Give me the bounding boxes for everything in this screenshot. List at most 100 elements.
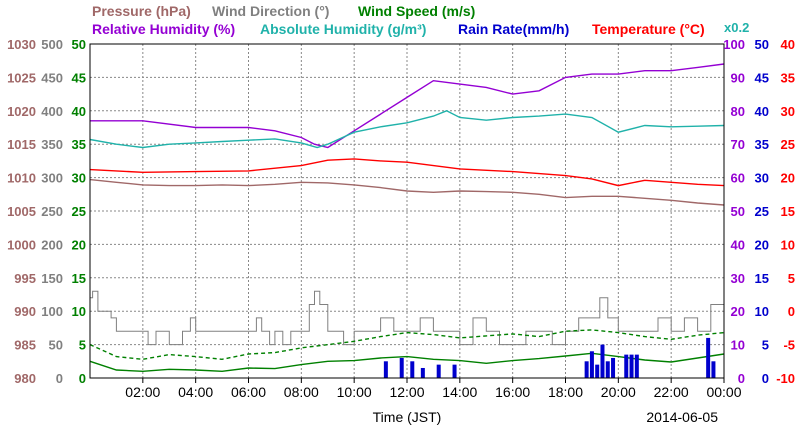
pressure-tick-label: 980 (14, 371, 36, 386)
temperature-tick-label: -10 (776, 371, 795, 386)
wind-direction-tick-label: 50 (49, 338, 63, 353)
rain-rate-tick-label: 35 (755, 137, 769, 152)
x-tick-label: 14:00 (442, 384, 477, 400)
wind-direction-tick-label: 400 (41, 104, 63, 119)
temperature-tick-label: 15 (781, 204, 795, 219)
legend-rain-rate: Rain Rate(mm/h) (458, 21, 569, 37)
pressure-tick-label: 1020 (7, 104, 36, 119)
wind-speed-m-s-line (89, 352, 725, 373)
wind-direction-tick-label: 350 (41, 137, 63, 152)
humidity-tick-label: 60 (731, 171, 745, 186)
legend-wind-speed: Wind Speed (m/s) (358, 3, 475, 19)
pressure-tick-label: 1000 (7, 237, 36, 252)
pressure-tick-label: 990 (14, 304, 36, 319)
rain-bar (595, 364, 600, 378)
wind-speed-tick-label: 50 (72, 37, 86, 52)
wind-speed-tick-label: 40 (72, 104, 86, 119)
temperature-tick-label: 0 (788, 304, 795, 319)
y-axis-ticks: 9809859909951000100510101015102010251030… (7, 37, 795, 386)
relative-humidity-line (90, 63, 725, 149)
temperature-tick-label: 35 (781, 70, 795, 85)
x-tick-label: 06:00 (231, 384, 266, 400)
rain-bar (711, 361, 716, 378)
rain-bar (584, 361, 589, 378)
wind-direction-tick-label: 200 (41, 237, 63, 252)
x-tick-label: 04:00 (178, 384, 213, 400)
temperature-c-line (89, 158, 725, 187)
pressure-tick-label: 1025 (7, 70, 36, 85)
rain-rate-tick-label: 30 (755, 171, 769, 186)
legend-relative-humidity: Relative Humidity (%) (92, 21, 235, 37)
wind-direction-line (90, 290, 725, 346)
rain-rate-tick-label: 0 (762, 371, 769, 386)
rain-rate-tick-label: 10 (755, 304, 769, 319)
rain-bar (420, 367, 425, 378)
date-label: 2014-06-05 (646, 409, 718, 425)
x-axis-label: Time (JST) (373, 409, 442, 425)
temperature-tick-label: 5 (788, 271, 795, 286)
pressure-tick-label: 1005 (7, 204, 36, 219)
humidity-tick-label: 80 (731, 104, 745, 119)
legend-temperature: Temperature (°C) (592, 21, 705, 37)
temperature-tick-label: 25 (781, 137, 795, 152)
humidity-tick-label: 10 (731, 338, 745, 353)
rain-bar (605, 361, 610, 378)
wind-speed-tick-label: 15 (72, 271, 86, 286)
humidity-tick-label: 20 (731, 304, 745, 319)
rain-bar (410, 361, 415, 378)
x-tick-label: 10:00 (337, 384, 372, 400)
temperature-tick-label: 40 (781, 37, 795, 52)
humidity-tick-label: 70 (731, 137, 745, 152)
temperature-tick-label: -5 (783, 338, 795, 353)
pressure-tick-label: 1015 (7, 137, 36, 152)
humidity-tick-label: 100 (723, 37, 745, 52)
humidity-tick-label: 0 (738, 371, 745, 386)
temperature-tick-label: 30 (781, 104, 795, 119)
wind-speed-tick-label: 45 (72, 70, 86, 85)
wind-speed-tick-label: 30 (72, 171, 86, 186)
wind-speed-m-s-line (89, 329, 725, 361)
wind-direction-tick-label: 300 (41, 171, 63, 186)
grid (90, 44, 724, 378)
absolute-humidity-g-m-line (89, 110, 725, 149)
humidity-tick-label: 30 (731, 271, 745, 286)
legend-wind-direction: Wind Direction (°) (212, 3, 329, 19)
x-tick-label: 02:00 (125, 384, 160, 400)
rain-bar (399, 357, 404, 378)
wind-speed-tick-label: 35 (72, 137, 86, 152)
rain-scale-note: x0.2 (724, 20, 749, 35)
wind-speed-tick-label: 0 (79, 371, 86, 386)
rain-bar (436, 364, 441, 378)
series-layer (89, 63, 725, 378)
rain-bar (706, 337, 711, 378)
pressure-tick-label: 1010 (7, 171, 36, 186)
rain-rate-tick-label: 15 (755, 271, 769, 286)
rain-bar (611, 357, 616, 378)
x-tick-label: 08:00 (284, 384, 319, 400)
x-tick-label: 16:00 (495, 384, 530, 400)
rain-rate-tick-label: 20 (755, 237, 769, 252)
x-axis-ticks: 02:00 04:00 06:00 08:00 10:00 12:00 14:00 16:00… (125, 378, 742, 400)
humidity-tick-label: 50 (731, 204, 745, 219)
rain-rate-tick-label: 5 (762, 338, 769, 353)
rain-rate-tick-label: 50 (755, 37, 769, 52)
rain-bar (452, 364, 457, 378)
rain-bar (600, 344, 605, 378)
x-tick-label: 22:00 (654, 384, 689, 400)
wind-speed-tick-label: 20 (72, 237, 86, 252)
wind-speed-tick-label: 5 (79, 338, 86, 353)
wind-speed-tick-label: 25 (72, 204, 86, 219)
wind-direction-tick-label: 500 (41, 37, 63, 52)
legend-absolute-humidity: Absolute Humidity (g/m³) (260, 21, 426, 37)
x-tick-label: 12:00 (389, 384, 424, 400)
pressure-tick-label: 1030 (7, 37, 36, 52)
wind-speed-tick-label: 10 (72, 304, 86, 319)
x-tick-label: 00:00 (706, 384, 741, 400)
rain-bar (383, 361, 388, 378)
wind-direction-tick-label: 450 (41, 70, 63, 85)
rain-bar (634, 354, 639, 378)
rain-bar (589, 351, 594, 378)
rain-rate-tick-label: 25 (755, 204, 769, 219)
rain-rate-tick-label: 45 (755, 70, 769, 85)
